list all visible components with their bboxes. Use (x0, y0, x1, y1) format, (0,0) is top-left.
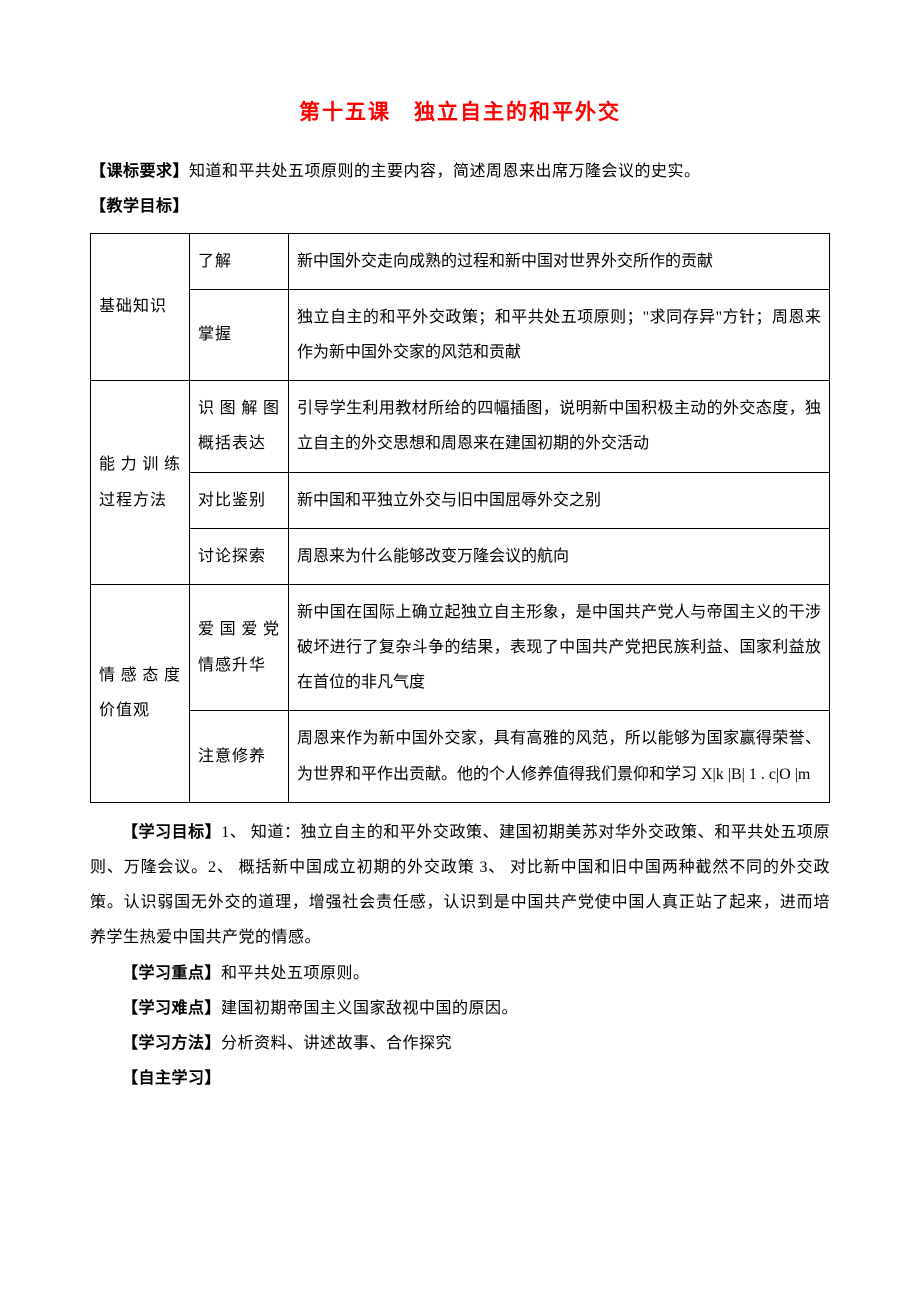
cell-subcategory: 识图解图概括表达 (190, 381, 289, 472)
curriculum-requirement: 【课标要求】知道和平共处五项原则的主要内容，简述周恩来出席万隆会议的史实。 (90, 154, 830, 189)
study-focus: 【学习重点】和平共处五项原则。 (90, 956, 830, 991)
method-label: 【学习方法】 (122, 1035, 221, 1052)
cell-content: 新中国在国际上确立起独立自主形象，是中国共产党人与帝国主义的干涉破坏进行了复杂斗… (289, 584, 830, 711)
cell-subcategory: 掌握 (190, 289, 289, 380)
req-text: 知道和平共处五项原则的主要内容，简述周恩来出席万隆会议的史实。 (189, 163, 701, 180)
cell-subcategory: 了解 (190, 233, 289, 289)
cell-content: 新中国和平独立外交与旧中国屈辱外交之别 (289, 472, 830, 528)
cell-category: 能力训练过程方法 (91, 381, 190, 585)
focus-text: 和平共处五项原则。 (221, 965, 370, 982)
cell-content: 新中国外交走向成熟的过程和新中国对世界外交所作的贡献 (289, 233, 830, 289)
cell-content: 引导学生利用教材所给的四幅插图，说明新中国积极主动的外交态度，独立自主的外交思想… (289, 381, 830, 472)
cell-content: 周恩来为什么能够改变万隆会议的航向 (289, 528, 830, 584)
method-text: 分析资料、讲述故事、合作探究 (221, 1035, 452, 1052)
cell-subcategory: 注意修养 (190, 711, 289, 802)
study-difficulty: 【学习难点】建国初期帝国主义国家敌视中国的原因。 (90, 991, 830, 1026)
objectives-table: 基础知识 了解 新中国外交走向成熟的过程和新中国对世界外交所作的贡献 掌握 独立… (90, 233, 830, 803)
req-label: 【课标要求】 (90, 163, 189, 180)
focus-label: 【学习重点】 (122, 965, 221, 982)
table-row: 能力训练过程方法 识图解图概括表达 引导学生利用教材所给的四幅插图，说明新中国积… (91, 381, 830, 472)
cell-subcategory: 爱国爱党情感升华 (190, 584, 289, 711)
table-row: 基础知识 了解 新中国外交走向成熟的过程和新中国对世界外交所作的贡献 (91, 233, 830, 289)
difficulty-text: 建国初期帝国主义国家敌视中国的原因。 (221, 1000, 518, 1017)
table-row: 掌握 独立自主的和平外交政策；和平共处五项原则；"求同存异"方针；周恩来作为新中… (91, 289, 830, 380)
cell-content: 独立自主的和平外交政策；和平共处五项原则；"求同存异"方针；周恩来作为新中国外交… (289, 289, 830, 380)
table-row: 注意修养 周恩来作为新中国外交家，具有高雅的风范，所以能够为国家赢得荣誉、为世界… (91, 711, 830, 802)
document-page: 第十五课 独立自主的和平外交 【课标要求】知道和平共处五项原则的主要内容，简述周… (0, 0, 920, 1156)
lesson-title: 第十五课 独立自主的和平外交 (90, 90, 830, 136)
table-row: 情感态度价值观 爱国爱党情感升华 新中国在国际上确立起独立自主形象，是中国共产党… (91, 584, 830, 711)
obj-label: 【教学目标】 (90, 198, 189, 215)
cell-content: 周恩来作为新中国外交家，具有高雅的风范，所以能够为国家赢得荣誉、为世界和平作出贡… (289, 711, 830, 802)
cell-category: 基础知识 (91, 233, 190, 381)
cell-subcategory: 对比鉴别 (190, 472, 289, 528)
study-method: 【学习方法】分析资料、讲述故事、合作探究 (90, 1026, 830, 1061)
difficulty-label: 【学习难点】 (122, 1000, 221, 1017)
table-row: 对比鉴别 新中国和平独立外交与旧中国屈辱外交之别 (91, 472, 830, 528)
self-study-label: 【自主学习】 (122, 1070, 221, 1087)
cell-category: 情感态度价值观 (91, 584, 190, 802)
study-goals: 【学习目标】1、 知道：独立自主的和平外交政策、建国初期美苏对华外交政策、和平共… (90, 815, 830, 956)
study-goals-label: 【学习目标】 (122, 824, 221, 841)
table-row: 讨论探索 周恩来为什么能够改变万隆会议的航向 (91, 528, 830, 584)
teaching-objectives-label: 【教学目标】 (90, 189, 830, 224)
self-study: 【自主学习】 (90, 1061, 830, 1096)
cell-subcategory: 讨论探索 (190, 528, 289, 584)
study-goals-text: 1、 知道：独立自主的和平外交政策、建国初期美苏对华外交政策、和平共处五项原则、… (90, 824, 830, 947)
